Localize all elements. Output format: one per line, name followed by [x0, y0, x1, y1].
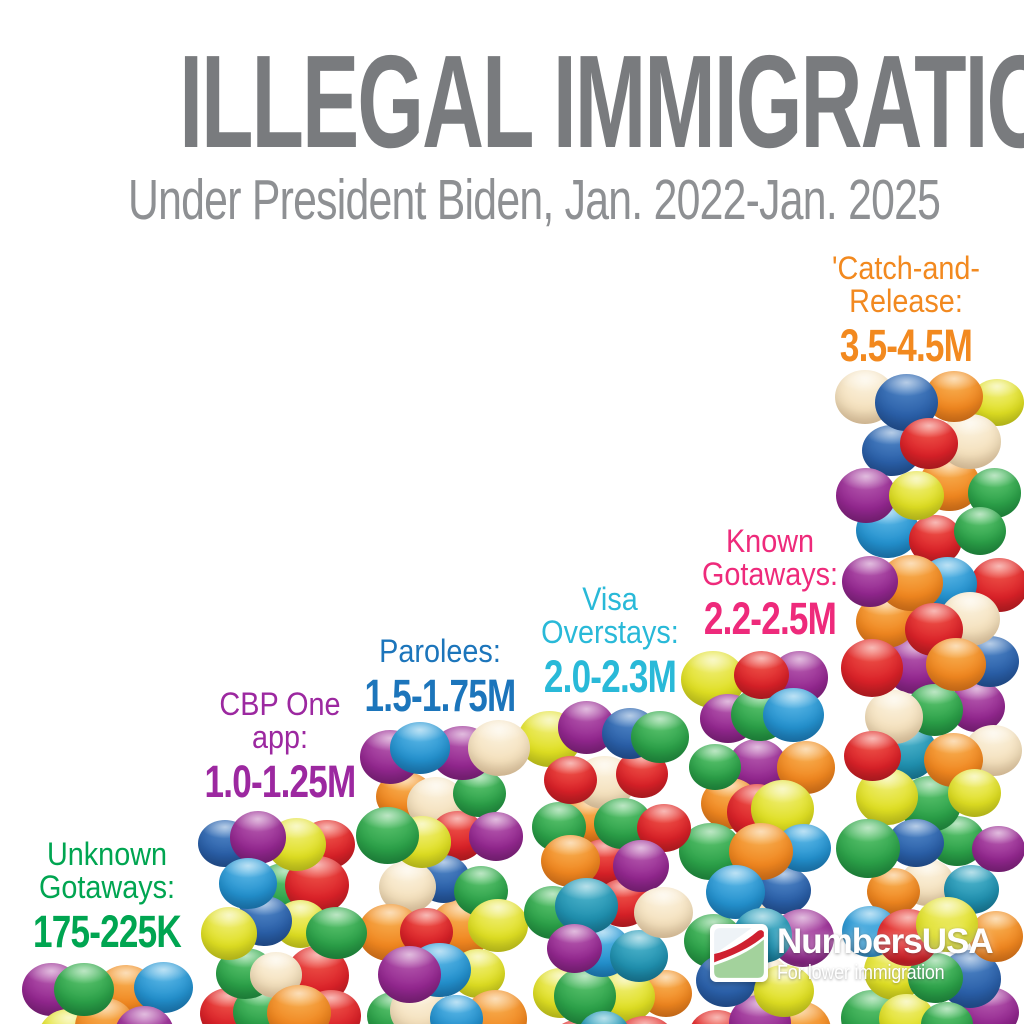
numbersusa-logo-icon [710, 924, 768, 982]
gumball-purple [613, 840, 670, 893]
value-range-label: 3.5-4.5M [839, 319, 973, 371]
gumball-blue [218, 858, 277, 909]
gumball-cream [634, 886, 693, 938]
gumball-cream [467, 719, 531, 776]
subtitle: Under President Biden, Jan. 2022-Jan. 20… [128, 168, 941, 232]
category-name: Visa Overstays: [541, 580, 679, 651]
gumball-column-5 [678, 650, 836, 1024]
gumball-column-1 [21, 961, 194, 1024]
gumball-purple [468, 811, 524, 861]
logo-text: NumbersUSA For lower immigration [777, 922, 994, 984]
gumball-orange [926, 638, 986, 691]
gumball-red [841, 639, 904, 697]
category-name: Unknown Gotaways: [38, 835, 176, 906]
value-range-label: 2.0-2.3M [543, 650, 677, 702]
column-label-6: 'Catch-and- Release: 3.5-4.5M [746, 249, 1024, 371]
gumball-teal [578, 1011, 631, 1024]
category-name: Known Gotaways: [701, 522, 839, 593]
column-label-5: Known Gotaways: 2.2-2.5M [610, 522, 930, 644]
value-range-label: 1.5-1.75M [364, 669, 516, 721]
gumball-blue [763, 687, 824, 743]
value-range-label: 1.0-1.25M [204, 755, 356, 807]
gumball-green [953, 507, 1006, 556]
gumball-yellow [200, 907, 257, 960]
gumball-purple [972, 826, 1024, 873]
value-range-label: 175-225K [33, 905, 182, 957]
gumball-column-2 [198, 810, 368, 1024]
gumball-purple [546, 923, 603, 974]
gumball-green [356, 807, 419, 865]
column-label-4: Visa Overstays: 2.0-2.3M [450, 580, 770, 702]
gumball-yellow [468, 899, 529, 952]
gumball-purple [377, 945, 442, 1004]
category-name: CBP One app: [219, 685, 341, 756]
gumball-blue [430, 995, 483, 1024]
gumball-green [54, 962, 114, 1016]
gumball-green [306, 906, 368, 960]
category-name: Parolees: [379, 633, 501, 670]
gumball-column-4 [517, 701, 693, 1024]
logo-tagline: For lower immigration [777, 962, 945, 984]
gumball-yellow [915, 896, 979, 952]
gumball-red [614, 1016, 676, 1024]
gumball-orange [266, 985, 331, 1024]
gumball-green [921, 1001, 974, 1024]
gumball-column-6 [834, 369, 1024, 1024]
gumball-blue [134, 961, 194, 1013]
gumball-purple [229, 810, 287, 864]
gumball-orange [969, 911, 1024, 962]
gumball-purple [835, 468, 896, 524]
gumball-red [900, 418, 958, 469]
gumball-teal [609, 929, 669, 983]
column-label-2: CBP One app: 1.0-1.25M [120, 685, 440, 807]
category-name: 'Catch-and- Release: [832, 249, 980, 320]
gumball-green [836, 818, 900, 878]
gumball-red [543, 755, 597, 804]
numbersusa-logo: NumbersUSA For lower immigration [710, 922, 994, 984]
logo-name: NumbersUSA [777, 922, 994, 961]
gumball-purple [114, 1006, 174, 1024]
gumball-yellow [889, 470, 945, 520]
gumball-red [844, 731, 902, 782]
value-range-label: 2.2-2.5M [703, 592, 837, 644]
gumball-yellow [947, 769, 1001, 818]
gumball-green [630, 711, 689, 763]
column-label-3: Parolees: 1.5-1.75M [280, 635, 600, 719]
gumball-column-3 [356, 719, 531, 1024]
gumball-green [689, 743, 742, 790]
gumball-purple [841, 556, 898, 607]
column-label-1: Unknown Gotaways: 175-225K [0, 835, 267, 957]
gumball-blue [390, 722, 450, 774]
